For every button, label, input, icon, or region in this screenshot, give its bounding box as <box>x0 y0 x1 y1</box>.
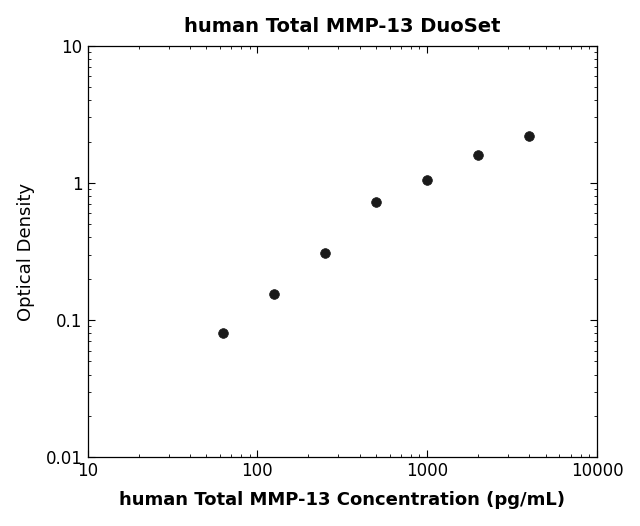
Point <box>524 132 534 140</box>
Point <box>320 248 330 257</box>
Point <box>218 329 228 338</box>
Title: human Total MMP-13 DuoSet: human Total MMP-13 DuoSet <box>184 17 500 36</box>
Point <box>473 150 483 159</box>
Y-axis label: Optical Density: Optical Density <box>17 183 35 320</box>
Point <box>371 198 381 207</box>
Point <box>422 176 432 184</box>
X-axis label: human Total MMP-13 Concentration (pg/mL): human Total MMP-13 Concentration (pg/mL) <box>119 491 565 509</box>
Point <box>269 290 279 298</box>
